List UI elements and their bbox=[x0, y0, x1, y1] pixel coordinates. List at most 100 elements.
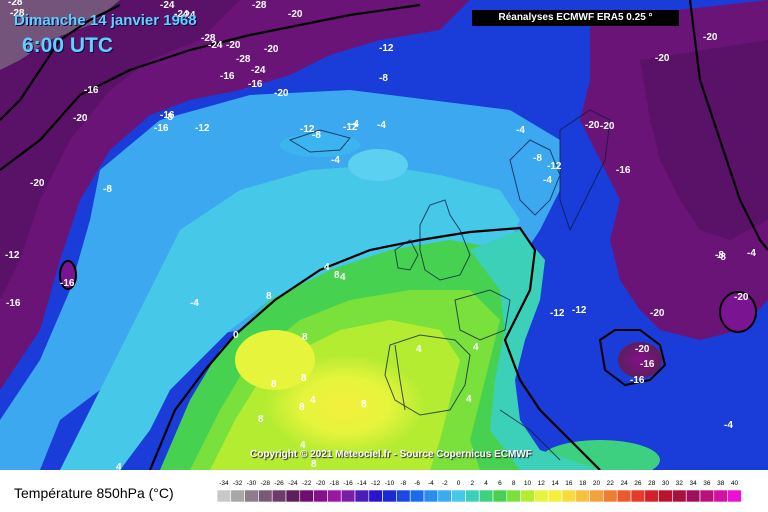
contour-label: -24 bbox=[208, 40, 223, 51]
legend-swatch bbox=[368, 489, 383, 503]
temperature-850hpa-map: -28 -24 -28-24 -20-28-28-24 -20-24-28-16-24-… bbox=[0, 0, 768, 470]
legend-swatch bbox=[644, 489, 659, 503]
contour-label: -4 bbox=[190, 298, 199, 309]
contour-label: -4 bbox=[350, 119, 359, 130]
legend-tick-label: 8 bbox=[512, 480, 516, 487]
legend-swatch bbox=[327, 489, 342, 503]
legend-tick-label: 36 bbox=[703, 480, 711, 487]
contour-label: -16 bbox=[630, 375, 645, 386]
contour-label: -20 bbox=[635, 344, 650, 355]
legend-swatch bbox=[685, 489, 701, 503]
contour-label: -20 bbox=[288, 9, 303, 20]
contour-value-labels: -28 -24 -28-24 -20-28-28-24 -20-24-28-16-24-… bbox=[5, 0, 756, 470]
legend-title: Température 850hPa (°C) bbox=[14, 485, 174, 501]
contour-label: -4 bbox=[516, 125, 525, 136]
legend-swatch bbox=[727, 489, 742, 503]
legend-tick-label: -22 bbox=[302, 480, 312, 487]
legend-swatch bbox=[520, 489, 535, 503]
legend-tick-label: 28 bbox=[648, 480, 656, 487]
contour-label: -20 bbox=[30, 178, 45, 189]
legend-swatch bbox=[451, 489, 466, 503]
legend-tick-label: 30 bbox=[662, 480, 670, 487]
contour-label: 8 bbox=[361, 399, 367, 410]
contour-label: -8 bbox=[379, 73, 388, 84]
legend-swatch bbox=[340, 489, 356, 503]
legend-tick-label: -20 bbox=[316, 480, 326, 487]
greenland-dark bbox=[0, 0, 120, 70]
warm-core-yellow bbox=[265, 355, 425, 455]
legend-tick-label: 38 bbox=[717, 480, 725, 487]
legend-swatch bbox=[465, 489, 480, 503]
central-europe-teal bbox=[470, 230, 600, 470]
legend-swatch bbox=[616, 489, 632, 503]
legend-tick-label: 12 bbox=[538, 480, 546, 487]
contour-label: -16 bbox=[640, 359, 655, 370]
legend-swatch bbox=[478, 489, 494, 503]
legend-swatch bbox=[271, 489, 287, 503]
contour-label: -28 bbox=[252, 0, 267, 11]
contour-label: 4 bbox=[416, 344, 422, 355]
legend-scale: -34 -32 -30 -28 -26 -24 -22 -20 -18 -16 -14 -12 -10-… bbox=[216, 480, 742, 503]
contour-label: -4 bbox=[377, 120, 386, 131]
legend-tick-label: 24 bbox=[620, 480, 628, 487]
contour-label: 4 bbox=[324, 262, 330, 273]
zero-degree-contour bbox=[148, 226, 601, 470]
contour-label: -12 bbox=[550, 308, 565, 319]
contour-label: -24 bbox=[251, 65, 266, 76]
legend-tick-label: -16 bbox=[343, 480, 353, 487]
legend-tick-label: 4 bbox=[484, 480, 488, 487]
legend-tick-label: 18 bbox=[579, 480, 587, 487]
legend-tick-label: 26 bbox=[634, 480, 642, 487]
legend-swatch bbox=[230, 489, 245, 503]
legend-tick-label: 32 bbox=[676, 480, 684, 487]
contour-label: -16 bbox=[160, 110, 175, 121]
legend-tick-label: -18 bbox=[330, 480, 340, 487]
legend-tick-label: -32 bbox=[233, 480, 243, 487]
legend-swatch bbox=[437, 489, 452, 503]
contour-label: -20 bbox=[703, 32, 718, 43]
legend-swatch bbox=[299, 489, 314, 503]
contour-label: -20 bbox=[585, 120, 600, 131]
forecast-time: 6:00 UTC bbox=[22, 34, 114, 57]
russia-cold-spot bbox=[719, 291, 757, 333]
legend-swatch bbox=[630, 489, 646, 503]
contour-label: 4 bbox=[310, 395, 316, 406]
greenland-core bbox=[0, 0, 240, 300]
contour-label: 4 bbox=[300, 440, 306, 451]
legend-swatch bbox=[672, 489, 687, 503]
legend-tick-label: -8 bbox=[400, 480, 406, 487]
legend-swatch bbox=[561, 489, 577, 503]
contour-label: -4 bbox=[331, 155, 340, 166]
legend-swatch bbox=[603, 489, 618, 503]
legend-tick-label: 6 bbox=[498, 480, 502, 487]
contour-label: -20 bbox=[274, 88, 289, 99]
contour-label: -20 bbox=[226, 40, 241, 51]
contour-label: -12 bbox=[379, 43, 394, 54]
contour-label: 4 bbox=[473, 342, 479, 353]
legend-tick-label: 14 bbox=[551, 480, 559, 487]
contour-label: -8 bbox=[164, 112, 173, 123]
legend-tick-label: 0 bbox=[457, 480, 461, 487]
legend-tick-label: 10 bbox=[524, 480, 532, 487]
contour-label: -28 bbox=[201, 33, 216, 44]
contour-label: 8 bbox=[258, 414, 264, 425]
contour-label: 4 bbox=[466, 394, 472, 405]
legend-swatch bbox=[658, 489, 673, 503]
contour-label: -20 bbox=[734, 292, 749, 303]
contour-label: -12 bbox=[343, 122, 358, 133]
legend-swatch bbox=[244, 489, 259, 503]
copyright-notice: Copyright © 2021 Meteociel.fr - Source C… bbox=[250, 449, 532, 460]
balkan-cold-spot bbox=[618, 342, 662, 378]
contour-label: -28 bbox=[8, 0, 23, 8]
contour-label: -28 bbox=[10, 8, 25, 19]
atlantic-cyan bbox=[60, 165, 520, 470]
contour-label: -8 bbox=[717, 252, 726, 263]
balkan-contour bbox=[598, 329, 667, 387]
contour-label: 8 bbox=[266, 291, 272, 302]
legend-tick-label: -4 bbox=[428, 480, 434, 487]
faroe-patch bbox=[280, 133, 360, 157]
legend-tick-label: -28 bbox=[261, 480, 271, 487]
contour-label: 8 bbox=[299, 402, 305, 413]
contour-label: -16 bbox=[220, 71, 235, 82]
